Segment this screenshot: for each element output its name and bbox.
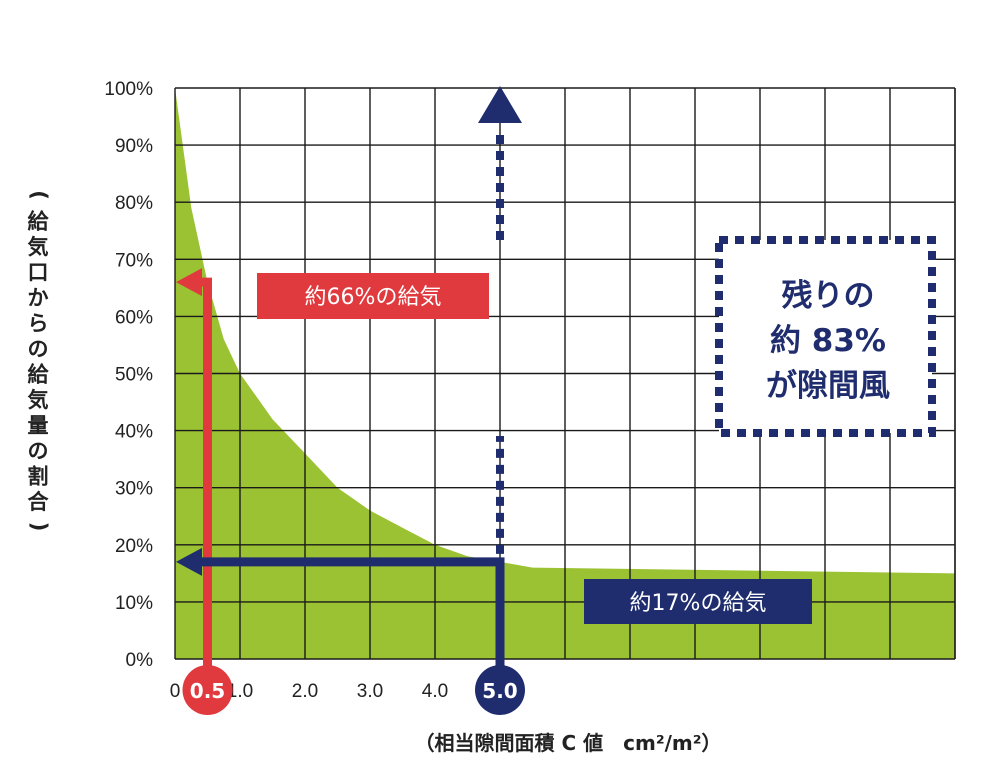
navy-callout-box: [584, 579, 812, 624]
y-title-char: 気: [28, 388, 49, 412]
y-title-char: ): [27, 522, 51, 532]
y-title-char: 給: [28, 363, 50, 387]
y-title-char: 割: [28, 465, 49, 489]
x-axis-title: （相当隙間面積 C 値 cm²/m²）: [415, 731, 722, 755]
y-title-char: か: [28, 286, 49, 310]
x-tick-label: 3.0: [357, 681, 383, 702]
y-title-char: 気: [28, 235, 49, 259]
y-tick-label: 60%: [115, 307, 153, 328]
y-tick-label: 50%: [115, 365, 153, 386]
x-tick-label: 0: [170, 681, 181, 702]
y-title-char: (: [27, 190, 51, 200]
x-tick-label: 2.0: [292, 681, 318, 702]
x-axis-ticks: 0 1.0 2.0 3.0 4.0: [170, 681, 449, 702]
remaining-note-box: [715, 236, 936, 437]
navy-callout-text: 約17%の給気: [630, 591, 767, 616]
y-tick-label: 80%: [115, 193, 153, 214]
red-callout-box: [257, 273, 489, 319]
y-title-char: 量: [28, 414, 49, 438]
red-arrowhead: [176, 268, 202, 297]
remaining-note-line: 約 83%: [770, 323, 886, 359]
y-tick-label: 90%: [115, 136, 153, 157]
y-title-char: 給: [28, 210, 50, 234]
remaining-note-line: 残りの: [782, 278, 875, 314]
red-callout-text: 約66%の給気: [305, 285, 442, 310]
y-title-char: の: [28, 337, 49, 361]
y-title-char: の: [28, 439, 49, 463]
red-x-badge: [182, 665, 233, 715]
dotted-up-arrowhead: [478, 86, 522, 123]
y-tick-label: 40%: [115, 422, 153, 443]
x-tick-label: 1.0: [227, 681, 253, 702]
y-tick-label: 10%: [115, 593, 153, 614]
y-tick-label: 70%: [115, 250, 153, 271]
y-tick-label: 20%: [115, 536, 153, 557]
navy-x-badge: [475, 665, 525, 715]
navy-arrowhead: [176, 547, 202, 576]
y-tick-label: 0%: [126, 650, 154, 671]
red-x-badge-label: 0.5: [190, 679, 225, 703]
y-title-char: ら: [28, 312, 49, 336]
y-tick-label: 30%: [115, 479, 153, 500]
remaining-note-line: が隙間風: [766, 368, 890, 404]
y-title-char: 合: [28, 490, 50, 514]
y-axis-ticks: 0% 10% 20% 30% 40% 50% 60% 70% 80% 90% 100%: [104, 79, 153, 671]
y-title-char: 口: [28, 261, 49, 285]
x-tick-label: 4.0: [422, 681, 448, 702]
navy-x-badge-label: 5.0: [482, 679, 517, 703]
y-tick-label: 100%: [104, 79, 153, 100]
